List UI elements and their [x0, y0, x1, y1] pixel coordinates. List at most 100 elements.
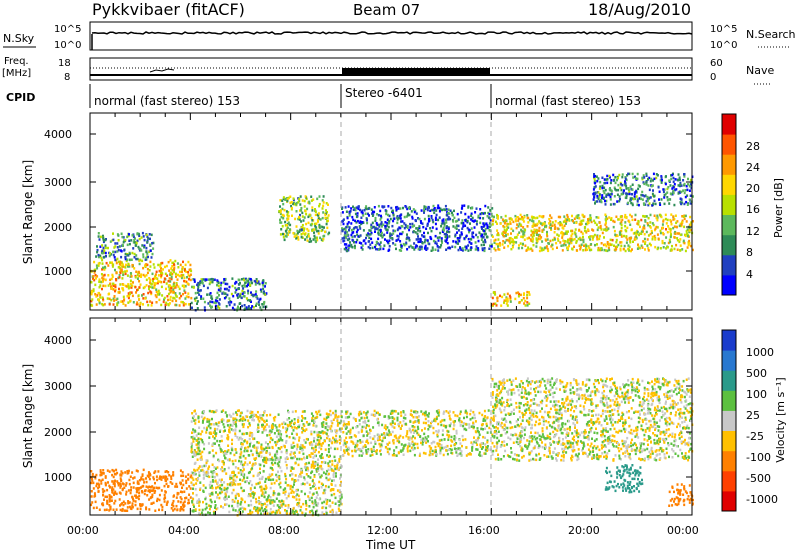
power-cell: [540, 249, 543, 252]
velocity-cell: [195, 493, 198, 497]
power-cell: [346, 216, 349, 220]
power-cell: [689, 178, 692, 182]
power-cell: [111, 265, 114, 268]
power-cell: [470, 227, 473, 230]
power-cell: [428, 206, 430, 209]
power-cell: [261, 303, 264, 306]
velocity-cell: [156, 486, 159, 490]
power-cell: [184, 263, 187, 267]
power-cell: [517, 219, 520, 222]
power-cell: [97, 292, 100, 295]
power-cell: [454, 233, 457, 236]
power-cell: [660, 198, 663, 201]
power-cell: [367, 240, 370, 243]
velocity-cell: [338, 495, 341, 498]
velocity-cell: [258, 453, 261, 456]
velocity-cell: [335, 429, 338, 432]
power-cell: [550, 228, 553, 231]
power-cell: [469, 222, 471, 225]
power-cell: [178, 287, 181, 291]
velocity-cell: [336, 489, 339, 492]
power-cell: [614, 233, 617, 236]
velocity-cell: [314, 499, 317, 502]
power-cell: [364, 212, 367, 215]
power-cell: [104, 278, 107, 282]
power-cell: [192, 278, 195, 281]
velocity-cell: [329, 477, 332, 481]
power-cell: [671, 244, 673, 248]
power-cell: [135, 254, 138, 257]
velocity-cell: [280, 499, 283, 503]
velocity-cell: [192, 428, 195, 431]
velocity-cell: [296, 443, 299, 447]
power-cell: [303, 216, 306, 219]
velocity-cell: [244, 461, 247, 464]
velocity-cell: [228, 458, 231, 461]
power-cell: [625, 194, 628, 197]
power-cell: [122, 236, 125, 239]
power-cell: [435, 209, 438, 212]
power-cell: [282, 197, 285, 201]
power-cell: [627, 187, 630, 190]
power-cell: [629, 196, 632, 200]
velocity-cell: [228, 429, 230, 432]
power-cell: [671, 173, 674, 177]
power-cell: [374, 245, 376, 249]
power-cell: [131, 263, 134, 267]
power-cell: [547, 249, 550, 253]
velocity-cell: [263, 502, 266, 506]
velocity-cell: [222, 423, 225, 426]
power-cell: [112, 284, 115, 288]
power-cell: [557, 234, 560, 237]
velocity-cell: [255, 449, 258, 452]
power-cell: [283, 233, 286, 236]
power-cell: [605, 199, 608, 203]
power-cell: [556, 246, 558, 249]
power-cell: [629, 241, 632, 244]
velocity-cell: [230, 476, 233, 480]
velocity-cell: [253, 463, 256, 466]
power-cell: [620, 183, 623, 186]
power-cell: [672, 186, 675, 189]
power-cell: [416, 227, 419, 230]
power-cell: [102, 236, 105, 240]
power-cell: [648, 188, 651, 192]
power-cell: [300, 233, 303, 236]
velocity-cell: [332, 411, 335, 415]
power-cell: [688, 185, 691, 188]
power-cell: [375, 222, 378, 225]
power-cell: [445, 218, 447, 222]
power-cell: [494, 249, 497, 252]
power-cell: [398, 216, 400, 220]
velocity-cell: [201, 411, 204, 414]
velocity-cell: [307, 469, 310, 472]
power-cell: [173, 297, 176, 300]
power-cell: [524, 299, 527, 303]
velocity-cell: [212, 510, 215, 514]
power-cell: [358, 225, 361, 228]
velocity-cell: [277, 476, 280, 479]
power-cell: [311, 206, 314, 209]
velocity-cell: [246, 463, 249, 466]
velocity-cell: [249, 487, 252, 490]
velocity-cell: [338, 460, 341, 463]
power-cell: [352, 205, 354, 208]
power-cell: [203, 300, 206, 304]
power-cell: [485, 236, 488, 239]
velocity-cell: [241, 510, 244, 513]
power-cell: [676, 239, 679, 242]
velocity-cell: [320, 461, 323, 464]
power-ytick-2000: 2000: [44, 221, 72, 234]
power-cell: [483, 224, 486, 227]
power-cell: [153, 284, 156, 288]
power-cell: [128, 265, 131, 268]
power-cell: [601, 231, 604, 235]
power-cell: [628, 172, 631, 176]
power-cell: [423, 231, 425, 235]
velocity-cell: [312, 447, 315, 450]
power-cell: [296, 229, 299, 233]
power-cell: [637, 243, 639, 246]
power-cell: [606, 181, 609, 185]
power-cell: [318, 195, 321, 198]
velocity-cell: [334, 411, 337, 414]
